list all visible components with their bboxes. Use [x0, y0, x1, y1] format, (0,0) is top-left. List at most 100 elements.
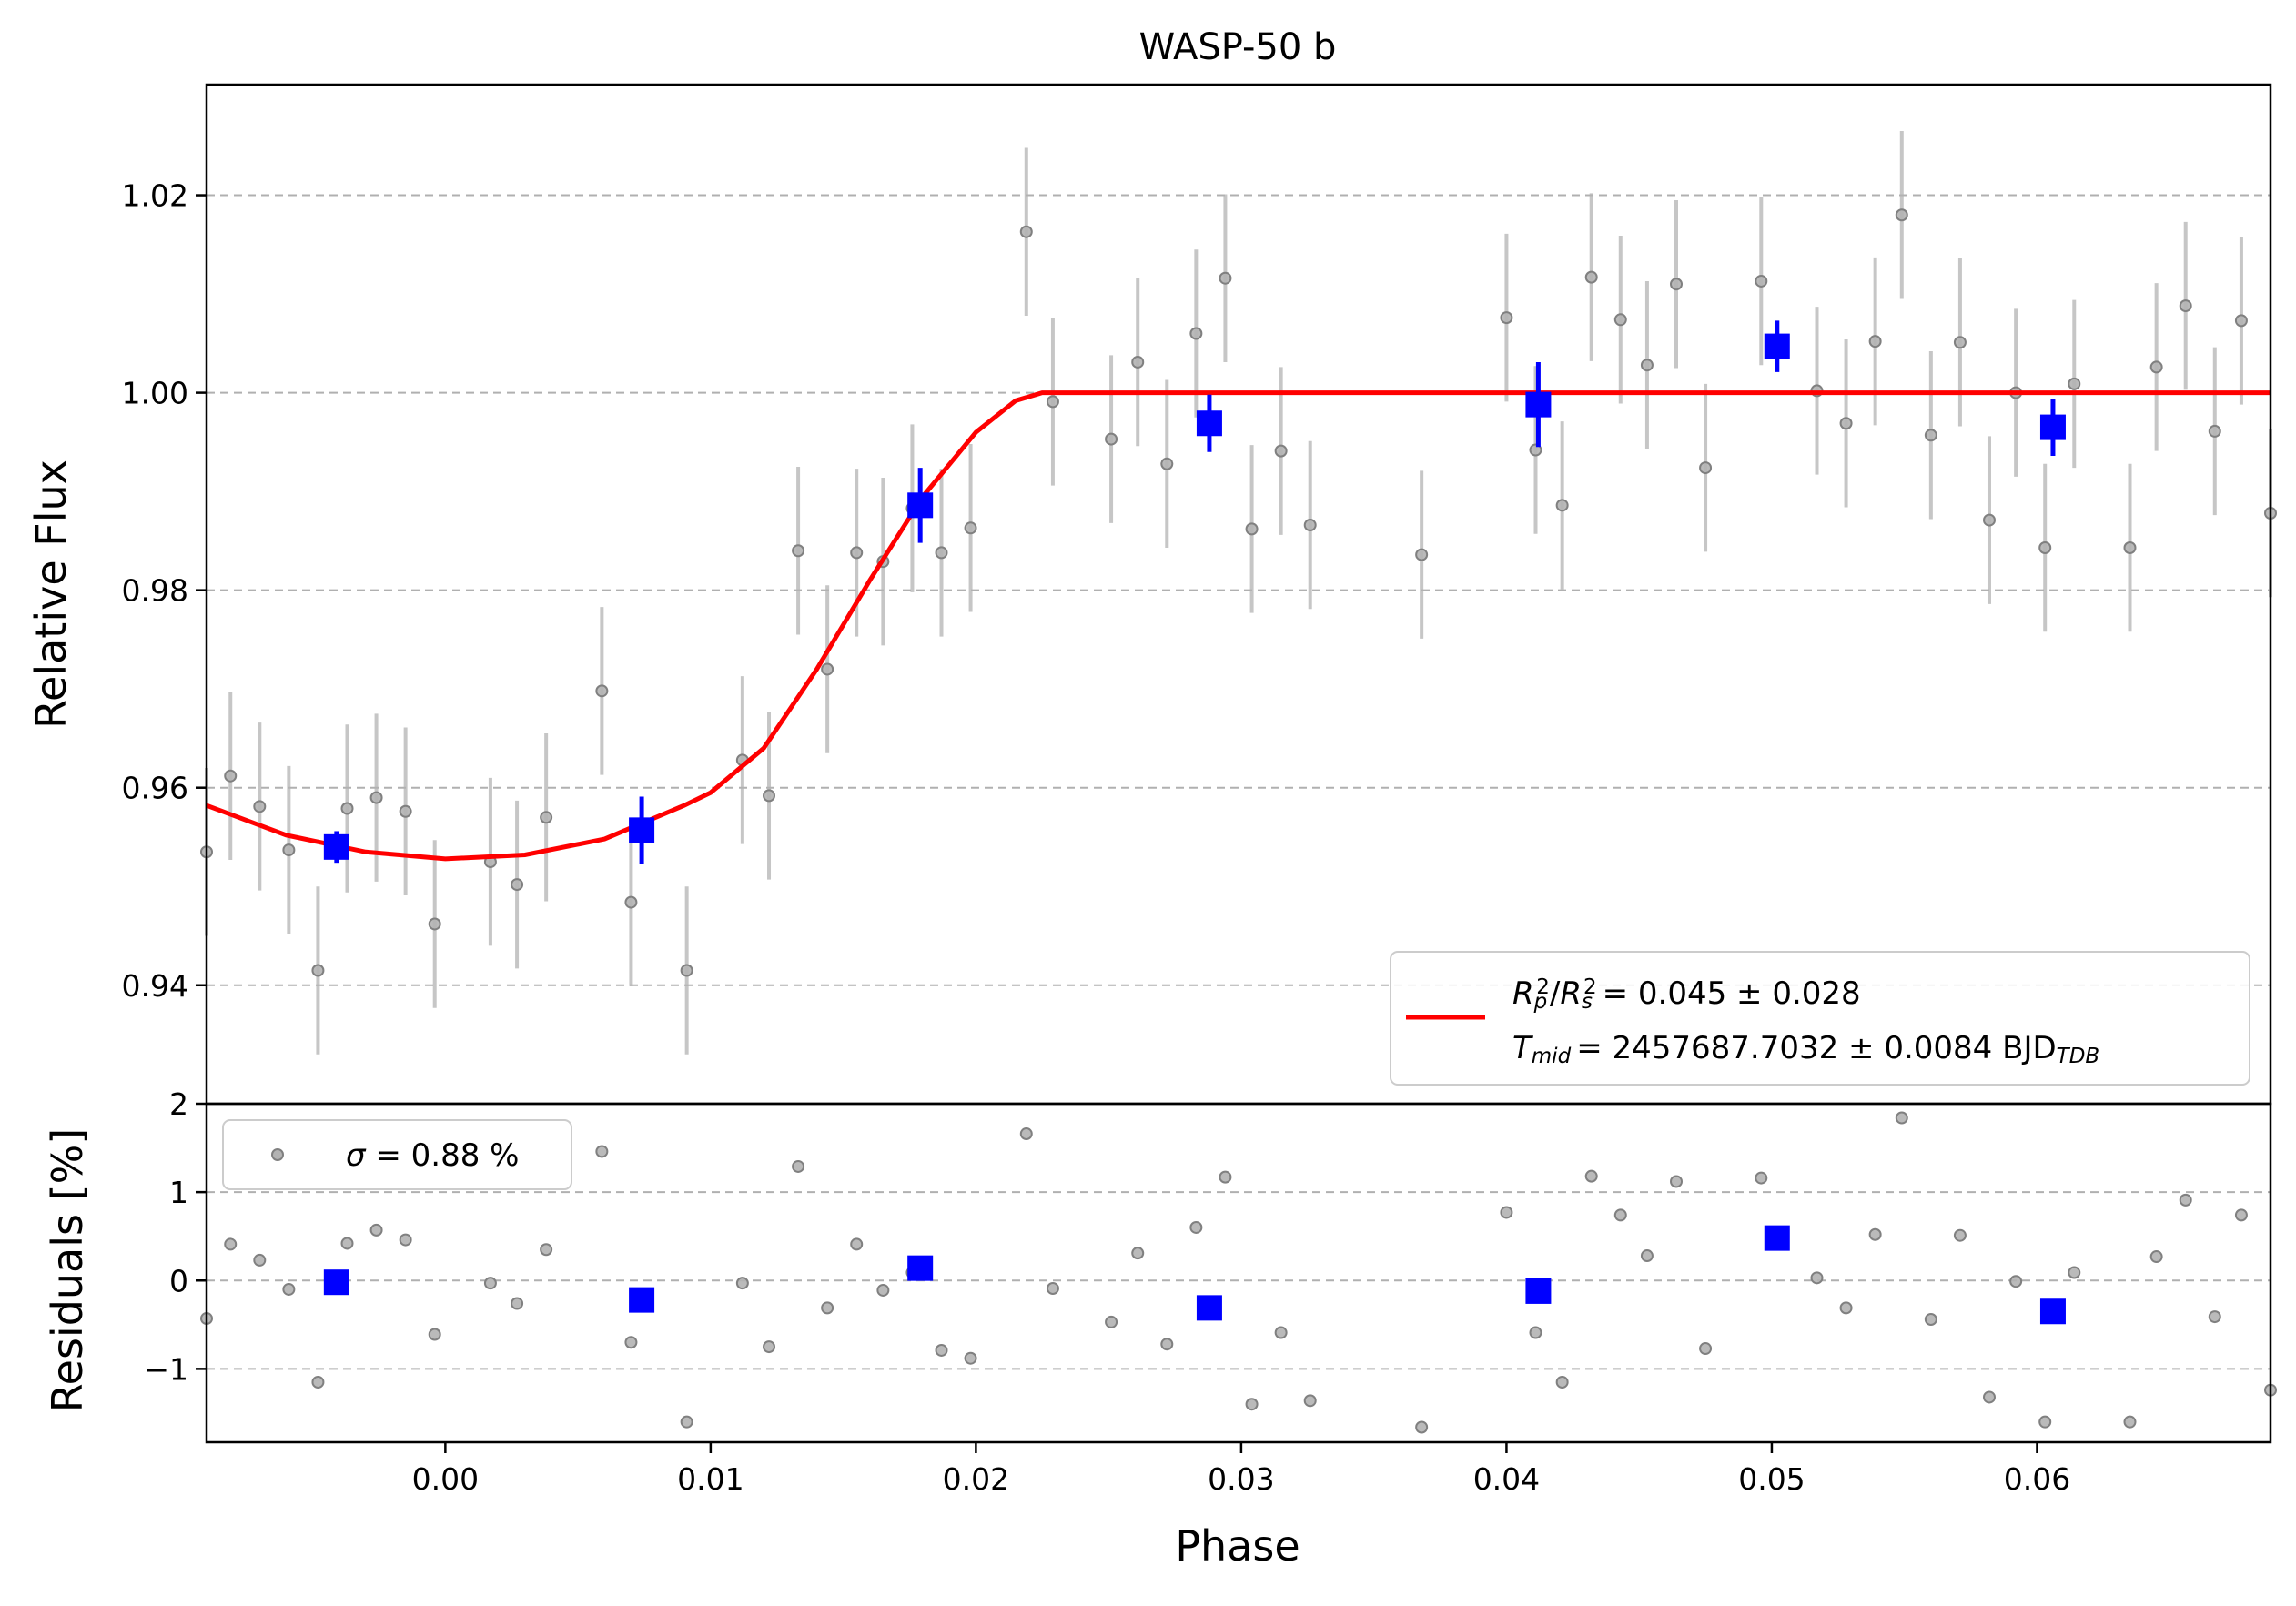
- raw-data-point: [1131, 355, 1145, 369]
- raw-data-point: [1303, 519, 1317, 532]
- raw-data-point: [399, 804, 412, 818]
- x-tick-label: 0.02: [943, 1461, 1009, 1497]
- raw-residual-point: [428, 1328, 441, 1341]
- raw-data-point: [680, 964, 693, 977]
- raw-data-point: [2208, 424, 2221, 438]
- raw-residual-point: [935, 1343, 948, 1357]
- raw-data-point: [511, 878, 524, 892]
- raw-residual-point: [1160, 1338, 1174, 1351]
- raw-residual-point: [311, 1375, 325, 1389]
- x-tick-label: 0.06: [2004, 1461, 2070, 1497]
- x-ticks: 0.00 0.01 0.02 0.03 0.04 0.05 0.06: [412, 1442, 2070, 1497]
- raw-residual-point: [792, 1159, 805, 1173]
- raw-data-point: [1670, 278, 1684, 291]
- raw-residual-point: [540, 1243, 553, 1257]
- raw-data-point: [1613, 313, 1627, 327]
- raw-data-point: [1189, 327, 1203, 340]
- raw-residual-point: [1755, 1171, 1768, 1185]
- raw-data-point: [821, 662, 834, 676]
- top-legend: Rp2/Rs2 = 0.045 ± 0.028 Tmid = 2457687.703…: [1390, 951, 2250, 1086]
- raw-data-point: [224, 769, 238, 783]
- raw-residual-point: [2123, 1415, 2137, 1429]
- chart-title: WASP-50 b: [1139, 26, 1337, 68]
- bottom-legend-marker: [271, 1148, 284, 1161]
- binned-data-point: [2039, 414, 2066, 440]
- raw-data-point: [1895, 208, 1908, 222]
- bottom-legend: σ = 0.88 %: [222, 1119, 572, 1190]
- bottom-y-axis-label: Residuals [%]: [43, 1128, 92, 1412]
- bottom-legend-label: σ = 0.88 %: [346, 1137, 519, 1174]
- binned-residual-point: [907, 1255, 934, 1281]
- raw-residual-point: [850, 1237, 864, 1251]
- top-y-tick-label: 1.00: [122, 376, 188, 411]
- raw-residual-point: [1303, 1394, 1317, 1408]
- bottom-y-ticks: −1 0 1 2: [144, 1086, 207, 1387]
- raw-data-point: [428, 917, 441, 931]
- raw-residual-point: [964, 1351, 977, 1365]
- raw-data-point: [1868, 335, 1882, 348]
- raw-data-point: [1924, 429, 1937, 442]
- top-legend-depth-value: = 0.045 ± 0.028: [1603, 975, 1861, 1012]
- raw-data-point: [1219, 271, 1232, 285]
- raw-data-point: [624, 895, 638, 909]
- raw-residual-point: [821, 1301, 834, 1315]
- raw-data-point: [282, 843, 296, 857]
- bottom-legend-sigma: σ: [346, 1137, 367, 1174]
- raw-residual-point: [1699, 1342, 1713, 1356]
- x-tick-label: 0.01: [677, 1461, 743, 1497]
- raw-residual-point: [1274, 1326, 1288, 1339]
- raw-residual-point: [1868, 1227, 1882, 1241]
- raw-residual-point: [1640, 1249, 1654, 1263]
- raw-residual-point: [1810, 1271, 1824, 1285]
- raw-residual-point: [2149, 1250, 2163, 1264]
- raw-residual-point: [1415, 1420, 1429, 1434]
- bottom-legend-sigma-value: = 0.88 %: [366, 1137, 520, 1174]
- raw-data-point: [1160, 457, 1174, 470]
- raw-residual-point: [1131, 1247, 1145, 1260]
- raw-data-point: [1699, 461, 1713, 475]
- binned-data-point: [1764, 333, 1790, 359]
- bottom-y-tick-label: 1: [169, 1175, 188, 1210]
- bottom-gridlines: [207, 1191, 2271, 1370]
- raw-residual-point: [369, 1223, 383, 1237]
- raw-data-point: [369, 791, 383, 804]
- raw-residual-point: [763, 1340, 776, 1354]
- raw-residual-point: [624, 1336, 638, 1349]
- raw-residual-point: [399, 1233, 412, 1247]
- raw-residual-point: [282, 1282, 296, 1296]
- raw-residual-point: [1046, 1281, 1059, 1295]
- raw-residual-point: [2038, 1415, 2052, 1429]
- top-y-ticks: 0.94 0.96 0.98 1.00 1.02: [122, 178, 207, 1004]
- top-legend-line-1: Rp2/Rs2 = 0.045 ± 0.028: [1512, 975, 1861, 1014]
- raw-residual-point: [1219, 1170, 1232, 1184]
- raw-residual-point: [1019, 1127, 1033, 1141]
- bottom-legend-box: [222, 1119, 572, 1190]
- raw-residual-point: [224, 1237, 238, 1251]
- raw-data-point: [1953, 336, 1967, 349]
- raw-residual-point: [483, 1277, 497, 1290]
- raw-data-point: [1584, 270, 1598, 284]
- raw-data-point: [2234, 314, 2248, 328]
- binned-residual-point: [2039, 1298, 2066, 1325]
- top-y-tick-label: 0.94: [122, 968, 188, 1004]
- raw-residual-point: [1189, 1220, 1203, 1234]
- raw-residual-point: [735, 1277, 749, 1290]
- raw-data-point: [340, 802, 354, 815]
- top-y-tick-label: 0.96: [122, 771, 188, 806]
- bottom-panel-frame: [205, 1102, 2272, 1444]
- raw-data-point: [1755, 274, 1768, 288]
- raw-data-point: [1105, 432, 1118, 446]
- x-axis-label: Phase: [1175, 1521, 1300, 1571]
- bottom-y-tick-label: 0: [169, 1263, 188, 1298]
- raw-data-point: [2149, 360, 2163, 374]
- top-y-axis-label: Relative Flux: [26, 460, 76, 729]
- raw-residual-point: [1982, 1390, 1996, 1404]
- binned-data-point: [907, 492, 934, 519]
- bottom-y-tick-label: 2: [169, 1086, 188, 1122]
- top-legend-line-2: Tmid = 2457687.7032 ± 0.0084 BJDTDB: [1512, 1030, 2099, 1068]
- raw-residual-point: [2009, 1275, 2023, 1288]
- top-raw-data: [200, 131, 2277, 1055]
- bottom-binned-residuals: [323, 1225, 2066, 1325]
- binned-data-point: [1196, 410, 1222, 437]
